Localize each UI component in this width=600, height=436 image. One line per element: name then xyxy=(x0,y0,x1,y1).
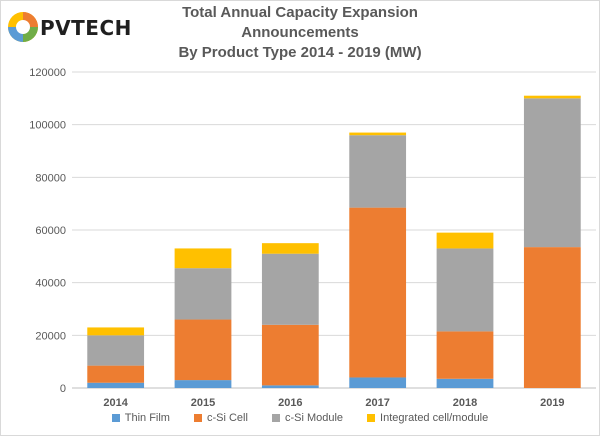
bar-segment xyxy=(523,95,581,99)
legend-label: Integrated cell/module xyxy=(380,412,489,424)
y-tick-label: 40000 xyxy=(35,278,66,290)
legend-item: Thin Film xyxy=(111,412,170,424)
bar-segment xyxy=(261,253,319,325)
bar-segment xyxy=(174,268,232,320)
legend-label: c-Si Cell xyxy=(206,412,248,424)
x-tick-label: 2014 xyxy=(103,397,128,409)
bar-segment xyxy=(87,382,145,388)
x-tick-label: 2016 xyxy=(278,397,302,409)
y-tick-label: 0 xyxy=(60,383,66,395)
legend-item: Integrated cell/module xyxy=(367,412,488,424)
x-tick-label: 2019 xyxy=(540,397,564,409)
chart-title-block: Total Annual Capacity Expansion Announce… xyxy=(150,3,450,63)
legend-label: c-Si Module xyxy=(284,412,344,424)
legend-item: c-Si Cell xyxy=(193,412,248,424)
logo-text: PVTECH xyxy=(40,16,132,40)
logo-globe-icon xyxy=(8,12,38,42)
bar-segment xyxy=(349,377,407,388)
bar-segment xyxy=(349,135,407,208)
bar-segment xyxy=(436,331,494,379)
bar-segment xyxy=(174,248,232,269)
bar-segment xyxy=(523,247,581,388)
bar-segment xyxy=(436,248,494,332)
x-tick-label: 2015 xyxy=(191,397,215,409)
y-tick-label: 120000 xyxy=(29,67,66,79)
chart-subtitle: By Product Type 2014 - 2019 (MW) xyxy=(178,44,422,61)
y-tick-label: 60000 xyxy=(35,225,66,237)
bar-segment xyxy=(523,98,581,248)
pvtech-logo: PVTECH xyxy=(6,6,156,50)
bar-segment xyxy=(261,385,319,388)
bar-segment xyxy=(349,207,407,378)
legend-swatch xyxy=(111,414,120,422)
legend-label: Thin Film xyxy=(124,412,170,424)
bar-segment xyxy=(349,132,407,136)
bar-segment xyxy=(261,243,319,254)
bar-segment xyxy=(174,319,232,381)
bar-segment xyxy=(87,365,145,383)
legend-swatch xyxy=(271,414,280,422)
bar-segment xyxy=(87,335,145,366)
y-tick-label: 20000 xyxy=(35,330,66,342)
bar-segment xyxy=(261,324,319,386)
chart-title: Total Annual Capacity Expansion Announce… xyxy=(182,4,418,41)
legend-swatch xyxy=(193,414,202,422)
y-tick-label: 80000 xyxy=(35,172,66,184)
legend-item: c-Si Module xyxy=(271,412,344,424)
legend-swatch xyxy=(367,414,376,422)
bar-segment xyxy=(174,380,232,388)
bar-segment xyxy=(87,327,145,336)
chart-legend: Thin Film c-Si Cell c-Si Module Integrated … xyxy=(0,412,600,424)
x-tick-label: 2017 xyxy=(365,397,389,409)
y-tick-label: 100000 xyxy=(29,120,66,132)
bar-segment xyxy=(436,232,494,249)
bar-segment xyxy=(436,378,494,388)
x-tick-label: 2018 xyxy=(453,397,477,409)
